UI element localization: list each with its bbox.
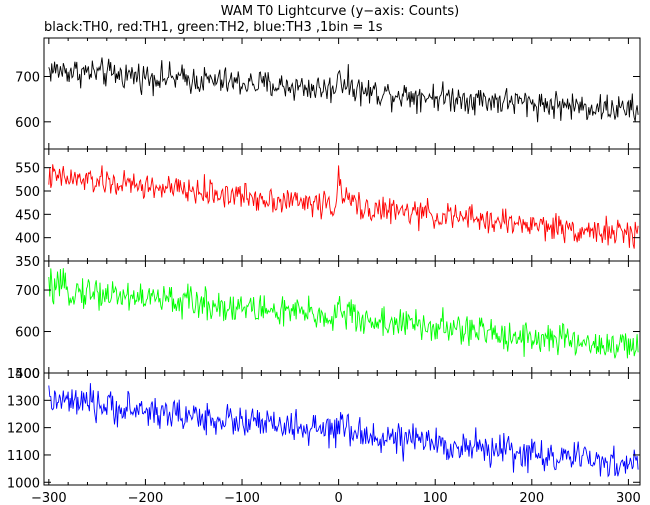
- x-tick-label: −300: [31, 491, 67, 505]
- x-tick-label: −100: [224, 491, 260, 505]
- y-tick-label: 500: [15, 185, 40, 200]
- panel-0: 600 700: [15, 37, 641, 150]
- panel-frame: [43, 148, 641, 262]
- y-tick-label: 700: [15, 71, 40, 86]
- y-tick-label: 1000: [7, 476, 40, 491]
- panel-frame: [43, 37, 641, 150]
- x-tick-label: 200: [519, 491, 544, 505]
- x-tick-label: 100: [423, 491, 448, 505]
- panel-1: 350 400 450 500 550: [15, 148, 641, 270]
- panel-2: 500 600 700: [15, 260, 641, 382]
- y-tick-label: 600: [15, 326, 40, 341]
- series-line-TH2: [48, 268, 639, 359]
- x-tick-label: −200: [128, 491, 164, 505]
- panel-frame: [43, 372, 641, 486]
- panel-3: 1000 1100 1200 1300 1400 −300 −200 −100 0 100 200 3…: [7, 367, 641, 505]
- y-tick-label: 550: [15, 162, 40, 177]
- chart-subtitle: black:TH0, red:TH1, green:TH2, blue:TH3 …: [44, 20, 383, 35]
- series-line-TH0: [48, 57, 639, 123]
- y-tick-label: 400: [15, 232, 40, 247]
- y-tick-label: 700: [15, 284, 40, 299]
- chart-title: WAM T0 Lightcurve (y−axis: Counts): [221, 4, 459, 19]
- series-line-TH3: [48, 383, 639, 478]
- y-tick-label: 1200: [7, 422, 40, 437]
- panels-group: 6007003504004505005505006007001000110012…: [7, 37, 641, 505]
- series-line-TH1: [48, 164, 639, 249]
- y-tick-label: 600: [15, 116, 40, 131]
- y-tick-label: 450: [15, 208, 40, 223]
- y-tick-label: 1400: [7, 367, 40, 382]
- x-tick-label: 300: [616, 491, 641, 505]
- y-tick-label: 350: [15, 255, 40, 270]
- x-tick-label: 0: [334, 491, 342, 505]
- y-tick-label: 1300: [7, 394, 40, 409]
- y-tick-label: 500: [15, 367, 40, 382]
- y-tick-label: 1100: [7, 449, 40, 464]
